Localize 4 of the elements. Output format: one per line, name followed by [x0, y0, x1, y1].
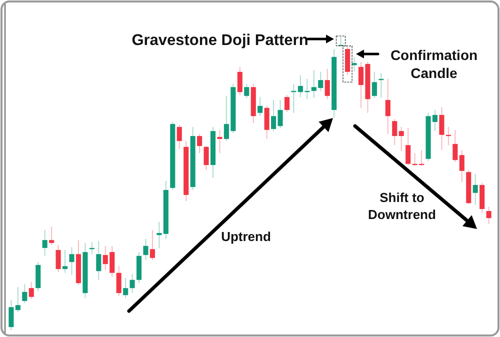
annotation: Gravestone Doji Pattern — [132, 32, 308, 49]
annotation: Confirmation Candle — [390, 47, 478, 82]
annotation: Uptrend — [221, 229, 271, 244]
annotation: Shift to Downtrend — [368, 190, 436, 222]
